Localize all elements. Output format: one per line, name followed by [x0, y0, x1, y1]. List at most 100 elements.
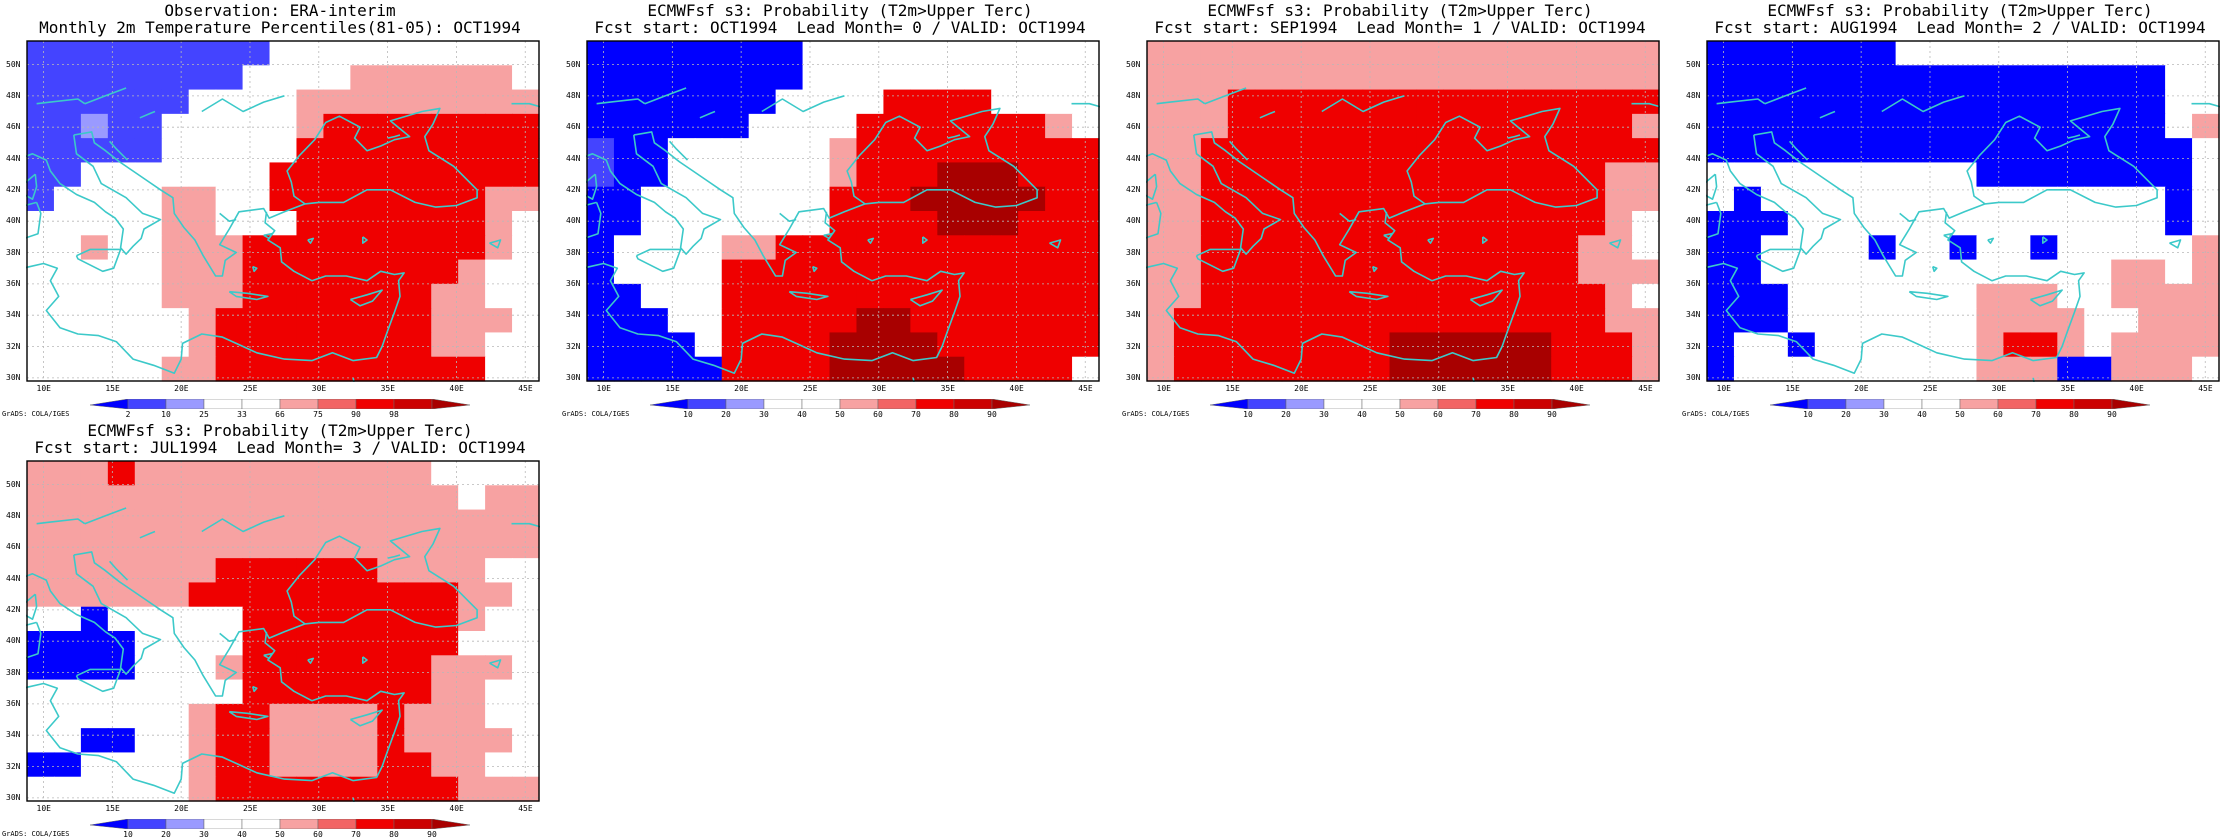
grid-cell: [485, 235, 513, 261]
grid-cell: [27, 162, 55, 188]
grid-cell: [964, 356, 992, 382]
grid-cell: [134, 259, 163, 285]
grid-cell: [1416, 41, 1445, 66]
grid-cell: [53, 606, 82, 632]
grid-cell: [458, 283, 486, 309]
grid-cell: [404, 703, 432, 729]
coastline: [251, 685, 258, 693]
grid-cell: [748, 65, 777, 91]
y-tick-label: 48N: [1686, 90, 1701, 100]
grid-cell: [27, 461, 55, 486]
grid-cell: [1045, 332, 1073, 358]
grid-cell: [1895, 138, 1924, 164]
grid-cell: [1578, 283, 1606, 309]
coastline: [811, 265, 818, 273]
grid-cell: [2084, 332, 2112, 358]
coastline: [109, 560, 129, 581]
grid-cell: [1072, 332, 1100, 358]
grid-cell: [134, 533, 163, 559]
coastline: [387, 554, 401, 559]
grid-cell: [188, 186, 217, 212]
grid-cell: [1443, 259, 1471, 285]
grid-cell: [323, 582, 351, 608]
grid-cell: [2165, 113, 2193, 139]
grid-cell: [1605, 211, 1633, 236]
coastline: [1753, 107, 2158, 277]
grid-cell: [1895, 41, 1924, 66]
y-tick-label: 44N: [6, 153, 21, 163]
grid-cell: [269, 308, 298, 334]
grid-cell: [458, 461, 486, 486]
grid-cell: [1524, 162, 1552, 188]
grid-cell: [1949, 89, 1978, 115]
grid-cell: [694, 41, 723, 66]
grid-cell: [1814, 65, 1843, 91]
grid-cell: [485, 283, 513, 309]
colorbar-label: 2: [125, 410, 131, 419]
grid-cell: [188, 582, 217, 608]
grid-cell: [2165, 65, 2193, 91]
grid-cell: [1632, 65, 1660, 91]
colorbar-segment: [991, 399, 1031, 409]
coastline: [2169, 239, 2182, 249]
grid-cell: [1018, 283, 1046, 309]
grid-cell: [134, 186, 163, 212]
y-tick-label: 44N: [1686, 153, 1701, 163]
grid-cell: [1045, 259, 1073, 285]
coastline: [1383, 232, 1393, 240]
grid-cell: [1470, 113, 1498, 139]
grid-cell: [188, 679, 217, 705]
grid-cell: [1895, 211, 1924, 236]
grid-cell: [991, 41, 1019, 66]
grid-cell: [296, 186, 325, 212]
grid-cell: [53, 461, 82, 486]
grid-cell: [458, 65, 486, 91]
grid-cell: [323, 606, 351, 632]
grid-cell: [512, 332, 540, 358]
colorbar-label: 75: [313, 410, 323, 419]
grid-cell: [1362, 113, 1391, 139]
grid-cell: [1308, 356, 1337, 382]
colorbar-segment: [1513, 399, 1553, 409]
grid-cell: [296, 558, 325, 584]
grid-cell: [1814, 308, 1843, 334]
grid-cell: [775, 211, 804, 236]
grid-cell: [323, 89, 351, 115]
grid-cell: [1335, 113, 1364, 139]
grid-cell: [1308, 41, 1337, 66]
grid-cell: [2165, 356, 2193, 382]
coastline: [1371, 265, 1378, 273]
grid-cell: [242, 461, 271, 486]
grid-cell: [1760, 332, 1789, 358]
grid-cell: [27, 703, 55, 729]
grid-cell: [188, 283, 217, 309]
grid-cell: [80, 332, 109, 358]
coastline: [84, 507, 127, 525]
grid-cell: [1868, 186, 1897, 212]
grid-cell: [431, 89, 459, 115]
grid-cell: [1147, 65, 1175, 91]
grid-cell: [1470, 89, 1498, 115]
grid-cell: [1707, 283, 1735, 309]
grid-cell: [296, 283, 325, 309]
grid-cell: [431, 65, 459, 91]
grid-cell: [242, 606, 271, 632]
grid-cell: [27, 558, 55, 584]
colorbar-segment: [279, 819, 319, 829]
grid-cell: [1760, 113, 1789, 139]
colorbar-label: 30: [1879, 410, 1889, 419]
grid-cell: [1200, 211, 1229, 236]
grid-cell: [1524, 308, 1552, 334]
grid-cell: [80, 186, 109, 212]
grid-cell: [1308, 186, 1337, 212]
y-tick-label: 32N: [566, 341, 581, 351]
x-tick-label: 25E: [242, 384, 258, 393]
grid-cell: [53, 211, 82, 236]
y-tick-label: 40N: [6, 636, 21, 646]
grid-cell: [404, 259, 432, 285]
coastline: [1348, 290, 1389, 301]
grid-cell: [242, 679, 271, 705]
grid-cell: [431, 138, 459, 164]
grid-cell: [161, 138, 190, 164]
grid-cell: [242, 41, 271, 66]
